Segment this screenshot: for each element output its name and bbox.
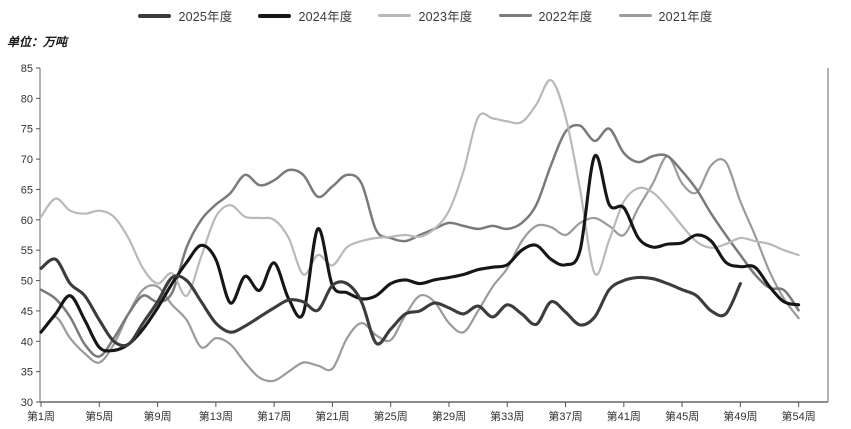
legend-label: 2024年度 [298,10,353,24]
x-tick-label: 第25周 [374,409,408,423]
y-tick-label: 80 [21,93,33,105]
x-tick-label: 第5周 [85,409,113,423]
y-tick-label: 45 [21,306,33,318]
x-tick-label: 第9周 [143,409,171,423]
legend-item-2023[interactable]: 2023年度 [378,6,472,25]
legend-item-2025[interactable]: 2025年度 [138,6,232,25]
y-tick-label: 40 [21,336,33,348]
y-tick-label: 60 [21,215,33,227]
x-tick-label: 第45周 [665,409,699,423]
y-tick-label: 50 [21,276,33,288]
y-tick-label: 85 [21,63,33,75]
legend-line-swatch [618,14,652,17]
y-tick-label: 55 [21,245,33,257]
series-line-2021 [39,155,800,383]
y-tick-label: 35 [21,367,33,379]
unit-label: 单位：万吨 [7,35,68,49]
y-tick-label: 75 [21,124,33,136]
x-tick-label: 第37周 [548,409,582,423]
legend-label: 2023年度 [418,10,473,24]
series-line-2022 [39,123,800,358]
chart-legend: 2025年度 2024年度 2023年度 2022年度 2021年度 [0,6,851,25]
legend-label: 2025年度 [178,10,233,24]
legend-label: 2022年度 [538,10,593,24]
series-line-2023 [39,79,800,297]
legend-line-swatch [258,13,292,18]
legend-line-swatch [138,13,172,18]
x-tick-label: 第33周 [490,409,524,423]
x-tick-label: 第13周 [199,409,233,423]
x-tick-label: 第49周 [723,409,757,423]
x-tick-label: 第41周 [607,409,641,423]
x-tick-label: 第29周 [432,409,466,423]
legend-item-2022[interactable]: 2022年度 [498,6,593,25]
legend-line-swatch [378,14,412,17]
y-tick-label: 30 [21,397,33,409]
x-tick-label: 第17周 [257,409,291,423]
x-tick-label: 第54周 [782,409,816,423]
x-tick-label: 第21周 [315,409,349,423]
series-line-2025 [39,257,742,348]
legend-label: 2021年度 [658,10,713,24]
legend-item-2021[interactable]: 2021年度 [618,6,713,25]
legend-item-2024[interactable]: 2024年度 [258,6,352,25]
x-tick-label: 第1周 [27,409,55,423]
series-line-2024 [39,153,801,353]
y-tick-label: 65 [21,184,33,196]
legend-line-swatch [498,14,532,17]
y-tick-label: 70 [21,154,33,166]
